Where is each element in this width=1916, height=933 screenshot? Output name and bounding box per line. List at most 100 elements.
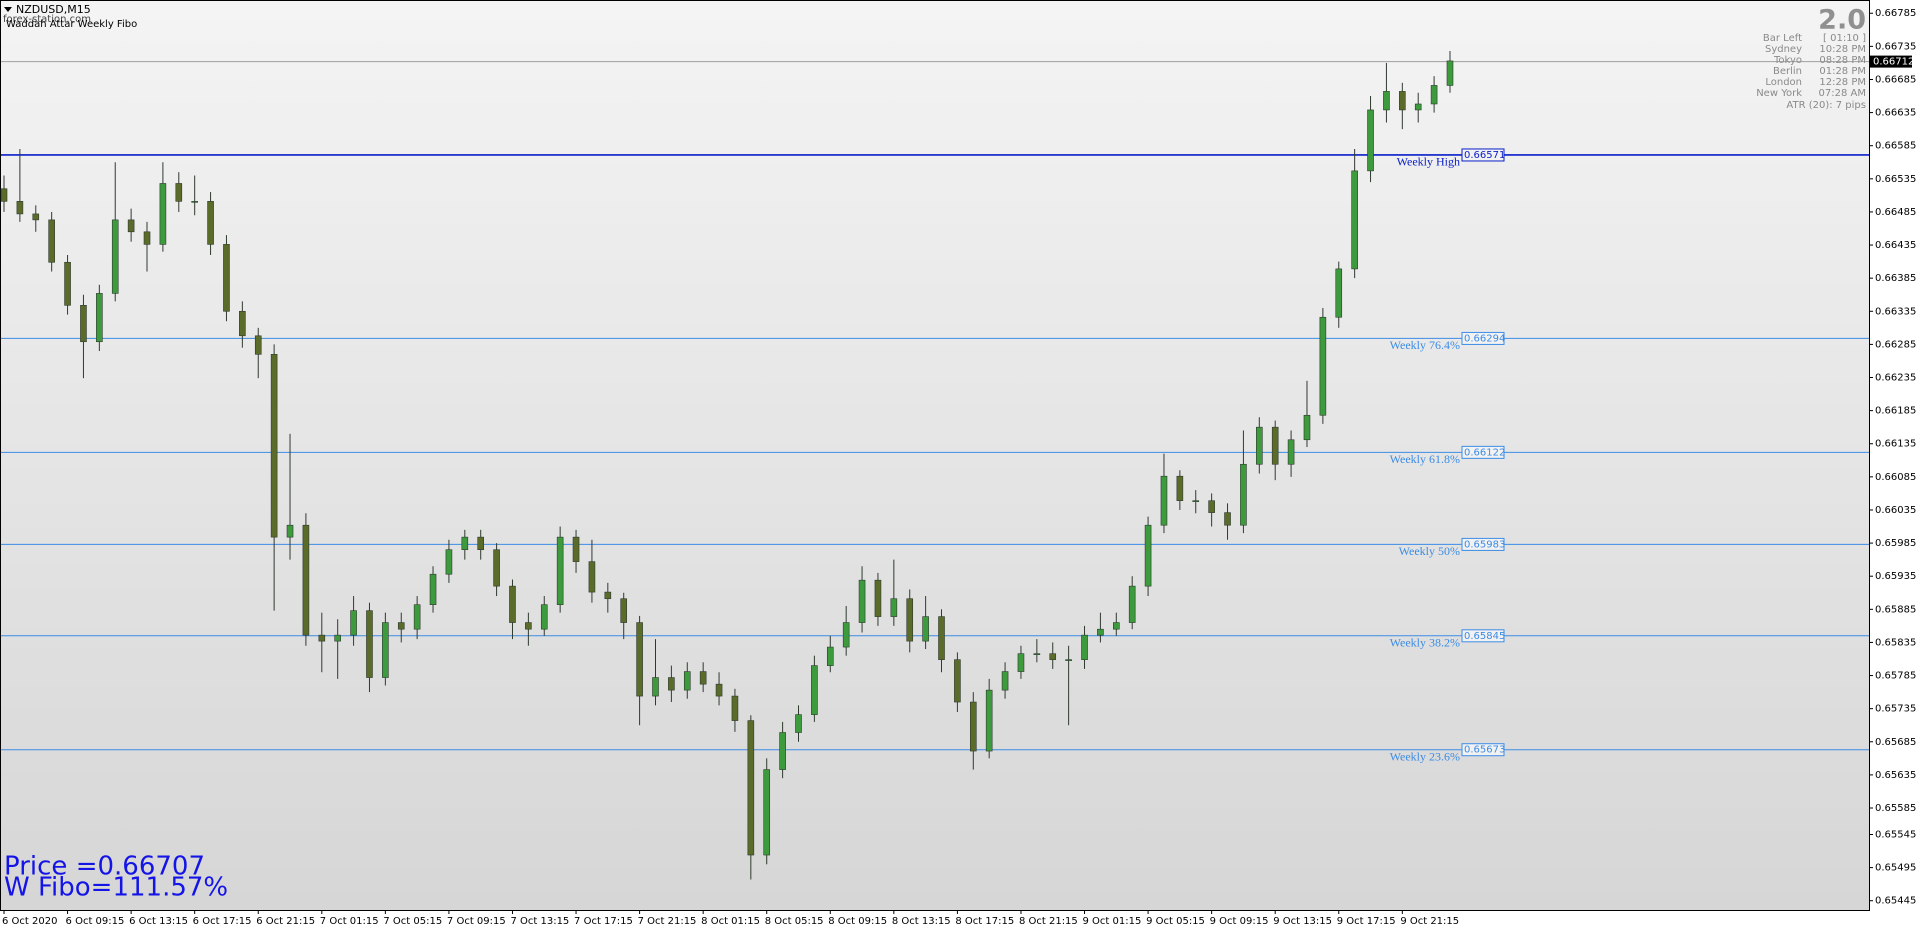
candle-body [175,183,183,202]
fibo-price-label: 0.65983 [1464,539,1505,550]
candle-body [556,536,564,605]
x-tick-label: 7 Oct 21:15 [638,916,697,927]
fibo-price-box [1461,743,1505,757]
candle-body [1256,426,1263,465]
candle-body [1192,500,1200,502]
y-tick-label: 0.65835 [1875,637,1916,648]
info-label: Berlin [1773,66,1802,77]
fibo-price-box [1461,148,1505,162]
y-tick-label: 0.65885 [1875,604,1916,615]
y-tick-label: 0.66035 [1875,505,1916,516]
candle-body [1335,268,1343,318]
candle-body [477,536,485,551]
candle-body [1303,414,1311,441]
y-tick-label: 0.66185 [1875,406,1916,417]
candle-body [239,310,246,337]
y-tick-label: 0.66685 [1875,74,1916,85]
candle-body [318,634,326,642]
candle-body [445,549,453,575]
current-price-box [1870,55,1912,68]
candle-body [1049,653,1057,660]
x-tick-label: 6 Oct 13:15 [129,916,188,927]
candle-body [1097,628,1104,636]
candle-body [493,549,500,587]
candle-body [1287,439,1295,465]
candle-body [604,591,612,600]
fibo-price-box [1461,445,1505,459]
candle-body [509,585,516,623]
candle-body [668,677,675,691]
y-tick-label: 0.66535 [1875,174,1916,185]
candle-body [334,634,341,642]
candle-body [191,201,198,203]
plot-area [0,0,1870,911]
candle-body [159,183,167,245]
fibo-level-name: Weekly 23.6% [1390,749,1460,763]
x-tick-label: 9 Oct 17:15 [1337,916,1396,927]
menu-arrow[interactable] [4,7,12,12]
fibo-price-label: 0.66294 [1464,333,1505,344]
fibo-level-name: Weekly 61.8% [1390,452,1460,466]
candle-body [1033,653,1041,655]
candle-body [1319,316,1327,416]
y-tick-label: 0.66635 [1875,108,1916,119]
candle-body [874,579,882,617]
candle-body [1176,475,1184,501]
candle-body [286,524,294,538]
y-tick-label: 0.65985 [1875,538,1916,549]
candle-body [1383,91,1390,111]
candle-body [763,769,771,856]
candle-body [1144,524,1152,587]
info-label: Tokyo [1773,55,1802,66]
fibo-readout: W Fibo=111.57% [4,873,228,903]
x-tick-label: 7 Oct 17:15 [574,916,633,927]
x-tick-label: 8 Oct 05:15 [765,916,824,927]
fibo-level-name: Weekly 38.2% [1390,636,1460,650]
candle-body [858,579,866,623]
candle-body [207,201,214,245]
fibo-price-box [1461,537,1505,551]
info-label: Sydney [1765,44,1802,55]
info-label: New York [1756,88,1802,99]
candle-body [1065,659,1072,661]
candle-body [461,536,469,551]
candle-body [588,561,596,593]
x-tick-label: 7 Oct 13:15 [510,916,569,927]
candle-body [64,261,71,306]
indicator-name: Waddah Attar Weekly Fibo [6,19,137,30]
candle-body [938,616,945,660]
candle-body [1128,585,1136,623]
candle-body [652,677,659,697]
version: 2.0 [1818,5,1866,36]
x-tick-label: 7 Oct 01:15 [320,916,379,927]
y-tick-label: 0.66285 [1875,339,1916,350]
candle-body [127,219,135,233]
y-tick-label: 0.66385 [1875,273,1916,284]
candle-body [223,244,230,312]
candle-body [1240,463,1247,526]
candle-body [795,714,802,733]
candle-body [1414,103,1422,111]
candle-body [1208,500,1215,513]
y-tick-label: 0.65735 [1875,704,1916,715]
y-tick-label: 0.66585 [1875,141,1916,152]
candle-body [683,671,691,691]
candle-body [366,610,373,678]
x-tick-label: 9 Oct 01:15 [1083,916,1142,927]
candle-body [1367,109,1374,172]
x-tick-label: 9 Oct 13:15 [1273,916,1332,927]
candle-body [1399,91,1406,111]
fibo-level-name: Weekly 76.4% [1390,338,1460,352]
candle-body [270,354,278,538]
candle-body [715,683,723,697]
y-tick-label: 0.65585 [1875,803,1916,814]
watermark: forex-station.com [3,14,91,25]
y-tick-label: 0.65935 [1875,571,1916,582]
x-tick-label: 8 Oct 09:15 [828,916,887,927]
x-tick-label: 9 Oct 09:15 [1210,916,1269,927]
info-label: Bar Left [1763,33,1802,44]
candle-body [906,598,914,642]
candle-body [540,604,548,630]
y-tick-label: 0.65685 [1875,737,1916,748]
